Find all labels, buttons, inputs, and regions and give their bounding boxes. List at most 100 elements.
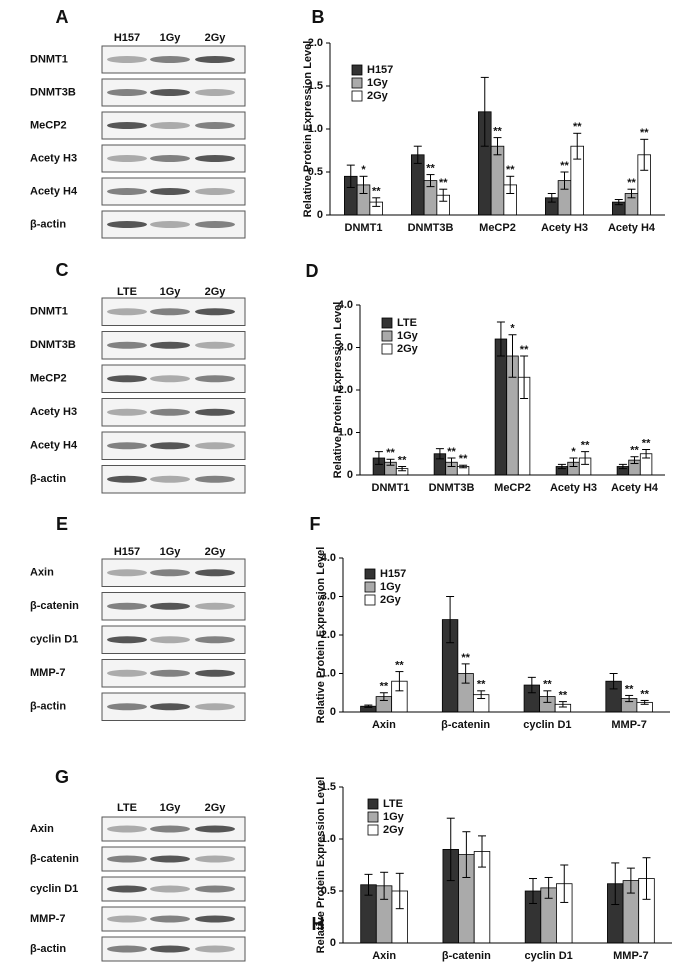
blot-band: [107, 375, 147, 383]
blot-band: [150, 122, 190, 129]
x-tick-label: β-catenin: [442, 950, 491, 962]
y-axis-label: Relative Protein Expression Level: [332, 302, 344, 479]
significance: **: [573, 121, 582, 133]
blot-band: [150, 945, 190, 953]
y-tick-label: 1.0: [321, 667, 336, 679]
significance: **: [627, 177, 636, 189]
y-tick-label: 0: [317, 209, 323, 221]
legend-swatch: [367, 798, 379, 810]
row-label: DNMT1: [30, 53, 68, 65]
lane-label: LTE: [117, 802, 137, 814]
y-tick-label: 1.5: [308, 80, 323, 92]
blot-band: [195, 122, 235, 129]
y-axis-label: Relative Protein Expression Level: [302, 41, 314, 218]
significance: **: [520, 344, 529, 356]
y-tick-label: 0.5: [321, 885, 336, 897]
lane-label: 1Gy: [160, 802, 182, 814]
blot-band: [107, 703, 147, 711]
row-label: β-actin: [30, 218, 66, 230]
lane-label: 1Gy: [160, 32, 182, 44]
y-tick-label: 4.0: [321, 552, 336, 564]
blot-band: [150, 56, 190, 63]
significance: **: [581, 440, 590, 452]
x-tick-label: DNMT3B: [408, 222, 454, 234]
blot-band: [195, 188, 235, 195]
blot-band: [195, 89, 235, 96]
row-label: MeCP2: [30, 373, 67, 385]
blot-band: [107, 855, 147, 863]
significance: **: [459, 453, 468, 465]
blot-band: [150, 475, 190, 483]
legend-swatch: [367, 824, 379, 836]
legend-label: 1Gy: [380, 581, 402, 593]
significance: **: [625, 683, 634, 695]
significance: **: [640, 688, 649, 700]
legend-label: 2Gy: [380, 594, 402, 606]
significance: **: [493, 126, 502, 138]
x-tick-label: Acety H4: [608, 222, 656, 234]
blot-band: [195, 442, 235, 450]
row-label: MMP-7: [30, 913, 65, 925]
blot-band: [107, 155, 147, 162]
row-label: Acety H4: [30, 185, 78, 197]
y-tick-label: 2.0: [321, 629, 336, 641]
significance: **: [395, 659, 404, 671]
y-tick-label: 0.5: [308, 166, 323, 178]
row-label: DNMT3B: [30, 339, 76, 351]
significance: **: [543, 679, 552, 691]
row-label: β-actin: [30, 473, 66, 485]
x-tick-label: Axin: [372, 950, 396, 962]
x-tick-label: Axin: [372, 719, 396, 731]
row-label: MMP-7: [30, 667, 65, 679]
blot-band: [150, 703, 190, 711]
y-tick-label: 0: [347, 469, 353, 481]
y-tick-label: 1.0: [338, 426, 353, 438]
blot-band: [195, 945, 235, 953]
x-tick-label: MMP-7: [611, 719, 646, 731]
x-tick-label: DNMT1: [345, 222, 383, 234]
lane-label: 1Gy: [160, 286, 182, 298]
panel-label: E: [56, 514, 68, 534]
row-label: Axin: [30, 567, 54, 579]
x-tick-label: β-catenin: [441, 719, 490, 731]
legend-swatch: [381, 317, 393, 329]
legend-swatch: [381, 343, 393, 355]
y-tick-label: 0: [330, 706, 336, 718]
legend-swatch: [364, 581, 376, 593]
y-tick-label: 3.0: [321, 590, 336, 602]
blot-band: [107, 669, 147, 677]
legend-label: LTE: [397, 317, 417, 329]
blot-band: [150, 885, 190, 893]
bar: [490, 145, 505, 216]
significance: *: [571, 446, 576, 458]
row-label: DNMT3B: [30, 86, 76, 98]
blot-band: [107, 56, 147, 63]
row-label: β-catenin: [30, 600, 79, 612]
legend-swatch: [351, 64, 363, 76]
blot-band: [107, 89, 147, 96]
legend-swatch: [364, 568, 376, 580]
blot-band: [107, 636, 147, 644]
x-tick-label: DNMT1: [372, 482, 410, 494]
significance: **: [426, 162, 435, 174]
blot-band: [195, 475, 235, 483]
row-label: MeCP2: [30, 119, 67, 131]
y-tick-label: 0: [330, 937, 336, 949]
x-tick-label: MeCP2: [479, 222, 516, 234]
significance: **: [560, 160, 569, 172]
row-label: Axin: [30, 823, 54, 835]
lane-label: H157: [114, 32, 140, 44]
blot-band: [195, 669, 235, 677]
significance: **: [439, 177, 448, 189]
y-tick-label: 1.0: [308, 123, 323, 135]
significance: **: [372, 186, 381, 198]
legend-swatch: [381, 330, 393, 342]
blot-band: [150, 636, 190, 644]
lane-label: LTE: [117, 286, 137, 298]
blot-band: [107, 308, 147, 316]
blot-band: [107, 221, 147, 228]
legend-label: 1Gy: [367, 77, 389, 89]
blot-band: [107, 569, 147, 577]
blot-band: [195, 308, 235, 316]
blot-band: [150, 221, 190, 228]
